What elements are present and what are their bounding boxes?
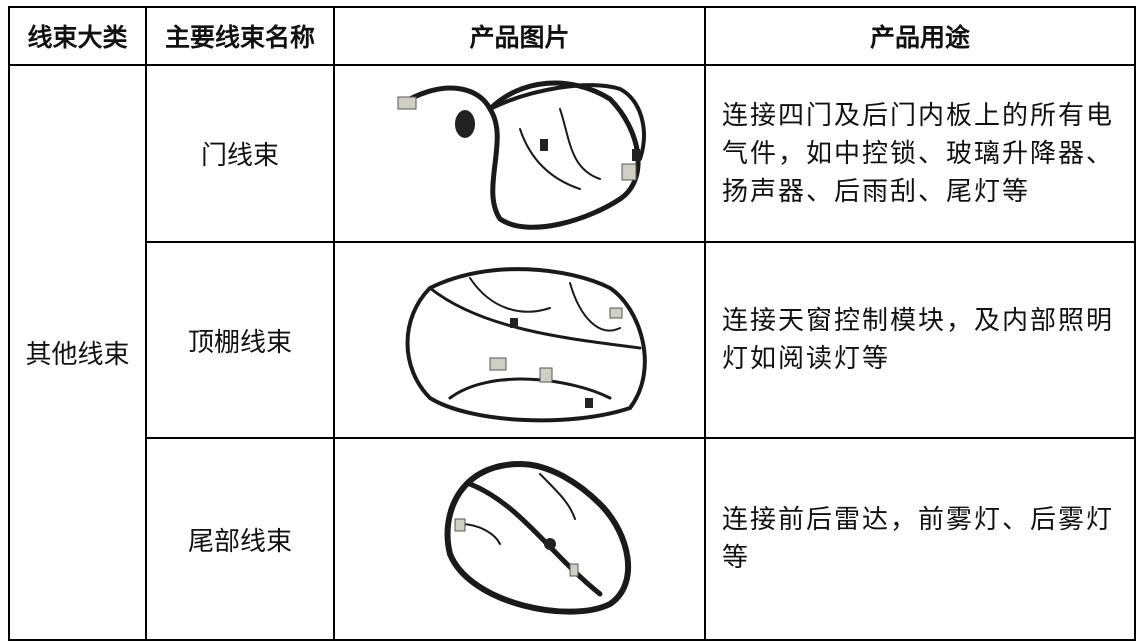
row: 其他线束 门线束 连接四门及后门内板上的所有电气件，如中控锁、玻璃升降器、扬声器… <box>8 64 1136 641</box>
image-cell <box>333 437 706 641</box>
harness-image <box>397 80 646 230</box>
header-cell: 线束大类 <box>8 6 147 66</box>
name-cell: 尾部线束 <box>145 437 335 641</box>
use-cell: 连接前后雷达，前雾灯、后雾灯等 <box>704 437 1136 641</box>
image-cell <box>333 64 706 243</box>
row: 顶棚线束 连接天窗控制模块，及内部照明灯如阅读灯等 <box>9 241 1136 439</box>
harness-table: 线束大类 主要线束名称 产品图片 产品用途 其他线束 门线束 连接四门及后门内板… <box>8 6 1136 641</box>
use-cell: 连接天窗控制模块，及内部照明灯如阅读灯等 <box>704 241 1136 439</box>
header-cell: 主要线束名称 <box>145 6 335 66</box>
header-cell: 产品用途 <box>704 6 1136 66</box>
row: 尾部线束 连接前后雷达，前雾灯、后雾灯等 <box>9 437 1136 641</box>
harness-image <box>444 461 631 615</box>
harness-image <box>405 266 647 422</box>
group-cell: 其他线束 <box>8 64 147 641</box>
image-cell <box>333 241 706 439</box>
page: 线束大类 主要线束名称 产品图片 产品用途 其他线束 门线束 连接四门及后门内板… <box>8 6 1136 641</box>
name-cell: 顶棚线束 <box>145 241 335 439</box>
header-row: 线束大类 主要线束名称 产品图片 产品用途 <box>8 6 1136 66</box>
header-cell: 产品图片 <box>333 6 706 66</box>
name-cell: 门线束 <box>145 64 335 243</box>
use-cell: 连接四门及后门内板上的所有电气件，如中控锁、玻璃升降器、扬声器、后雨刮、尾灯等 <box>704 64 1136 243</box>
